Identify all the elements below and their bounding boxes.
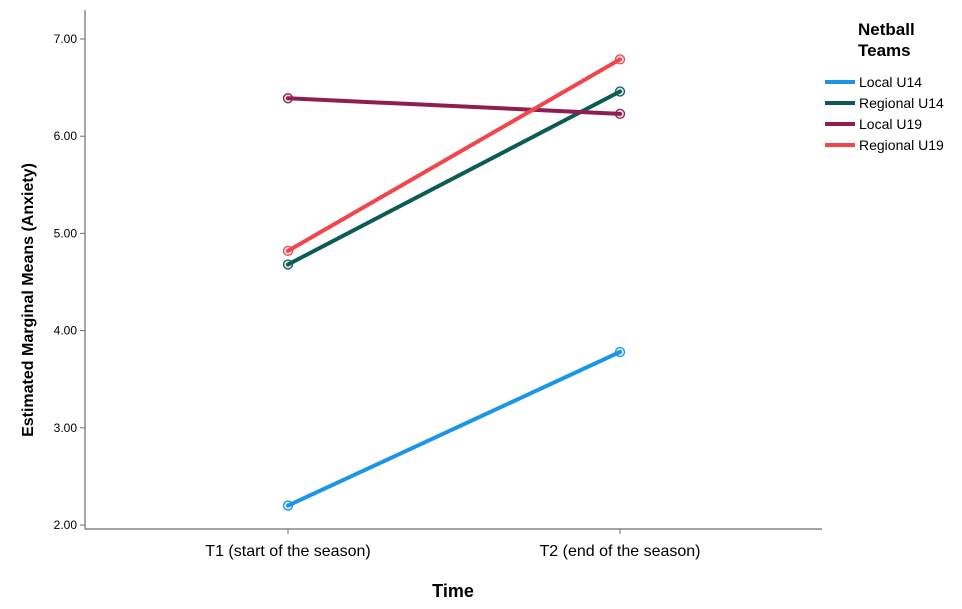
legend-item-label: Local U14: [859, 74, 922, 90]
series-line: [286, 349, 622, 508]
y-tick-label: 3.00: [54, 421, 78, 435]
data-point: [282, 245, 294, 257]
y-tick-label: 4.00: [54, 324, 78, 338]
y-tick-label: 6.00: [54, 129, 78, 143]
y-tick-label: 5.00: [54, 226, 78, 240]
data-point: [614, 54, 626, 65]
x-ticks: T1 (start of the season) T2 (end of the s…: [205, 529, 700, 560]
data-point: [614, 108, 626, 119]
x-axis-label: Time: [432, 581, 474, 601]
legend-item-label: Regional U19: [859, 137, 944, 153]
legend-title-line-2: Teams: [858, 41, 911, 60]
data-point: [282, 93, 294, 104]
series-regional-u19: [282, 54, 626, 257]
series-local-u19: [282, 93, 626, 119]
legend-item-label: Local U19: [859, 116, 922, 132]
legend-item-label: Regional U14: [859, 95, 944, 111]
data-point: [282, 500, 294, 511]
data-point: [614, 346, 626, 358]
series-line: [286, 96, 622, 116]
y-axis-label: Estimated Marginal Means (Anxiety): [20, 163, 37, 437]
data-point: [282, 259, 294, 270]
series-line: [286, 57, 622, 253]
y-tick-label: 7.00: [54, 32, 78, 46]
plot-area: 2.00 3.00 4.00 5.00 6.00 7.00 T1 (start of th…: [54, 10, 822, 560]
series-layer: [282, 54, 626, 511]
data-point: [614, 86, 626, 97]
x-tick-label: T1 (start of the season): [205, 543, 370, 560]
legend-items: Local U14 Regional U14 Local U19 Regional U…: [825, 74, 944, 153]
y-ticks: 2.00 3.00 4.00 5.00 6.00 7.00: [54, 32, 85, 532]
series-line: [286, 89, 622, 267]
series-local-u14: [282, 346, 626, 511]
x-tick-label: T2 (end of the season): [540, 543, 701, 560]
y-tick-label: 2.00: [54, 518, 78, 532]
series-regional-u14: [282, 86, 626, 270]
legend-title-line-1: Netball: [858, 20, 915, 39]
